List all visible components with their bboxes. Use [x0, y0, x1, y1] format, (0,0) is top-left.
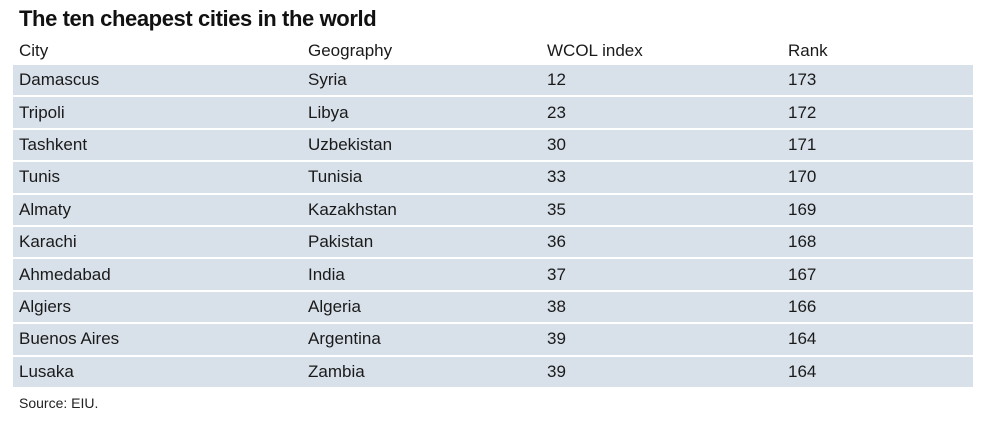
cell-rank: 166: [788, 296, 817, 316]
cell-rank: 170: [788, 167, 817, 187]
cell-geography: Libya: [308, 102, 349, 122]
cell-city: Buenos Aires: [19, 329, 120, 349]
column-header-rank: Rank: [788, 40, 828, 60]
table-row: Tunis Tunisia 33 170: [13, 162, 973, 195]
cell-geography: Zambia: [308, 361, 365, 381]
cell-city: Tunis: [19, 167, 60, 187]
table-row: Tripoli Libya 23 172: [13, 97, 973, 130]
table-row: Damascus Syria 12 173: [13, 65, 973, 98]
cell-wcol-index: 23: [547, 102, 566, 122]
table-row: Buenos Aires Argentina 39 164: [13, 324, 973, 357]
cell-wcol-index: 35: [547, 199, 566, 219]
column-header-geography: Geography: [308, 40, 393, 60]
table-header-row: City Geography WCOL index Rank: [13, 36, 973, 65]
cell-rank: 164: [788, 329, 817, 349]
source-note: Source: EIU.: [19, 395, 99, 411]
table-row: Tashkent Uzbekistan 30 171: [13, 129, 973, 163]
table-body: Damascus Syria 12 173 Tripoli Libya 23 172 Tashk…: [13, 65, 973, 389]
column-header-city: City: [19, 40, 49, 60]
cities-table: City Geography WCOL index Rank Damascus S…: [13, 36, 973, 389]
cell-city: Ahmedabad: [19, 264, 111, 284]
table-row: Ahmedabad India 37 167: [13, 259, 973, 292]
cell-rank: 169: [788, 199, 817, 219]
cell-geography: Uzbekistan: [308, 134, 393, 154]
cell-wcol-index: 12: [547, 70, 566, 90]
cell-geography: Tunisia: [308, 167, 363, 187]
cell-wcol-index: 39: [547, 329, 566, 349]
cell-city: Algiers: [19, 296, 71, 316]
cell-geography: Syria: [308, 70, 347, 90]
cell-rank: 173: [788, 70, 817, 90]
cell-rank: 168: [788, 232, 817, 252]
cell-city: Tashkent: [19, 134, 88, 154]
cell-city: Tripoli: [19, 102, 65, 122]
cell-rank: 171: [788, 134, 817, 154]
cell-wcol-index: 37: [547, 264, 566, 284]
cell-rank: 172: [788, 102, 817, 122]
cell-geography: Pakistan: [308, 232, 374, 252]
cell-wcol-index: 39: [547, 361, 566, 381]
cell-city: Damascus: [19, 70, 100, 90]
cell-geography: India: [308, 264, 345, 284]
table-row: Almaty Kazakhstan 35 169: [13, 194, 973, 227]
cell-city: Karachi: [19, 232, 77, 252]
cell-city: Lusaka: [19, 361, 74, 381]
table-title: The ten cheapest cities in the world: [19, 6, 377, 31]
cell-city: Almaty: [19, 199, 71, 219]
column-header-wcol-index: WCOL index: [547, 40, 643, 60]
cell-wcol-index: 38: [547, 296, 566, 316]
cell-wcol-index: 33: [547, 167, 566, 187]
table-row: Algiers Algeria 38 166: [13, 291, 973, 325]
table-row: Lusaka Zambia 39 164: [13, 356, 973, 389]
cell-rank: 164: [788, 361, 817, 381]
cell-geography: Argentina: [308, 329, 381, 349]
cell-wcol-index: 30: [547, 134, 566, 154]
table-row: Karachi Pakistan 36 168: [13, 226, 973, 260]
cell-geography: Algeria: [308, 296, 361, 316]
cell-wcol-index: 36: [547, 232, 566, 252]
cell-geography: Kazakhstan: [308, 199, 397, 219]
cell-rank: 167: [788, 264, 817, 284]
